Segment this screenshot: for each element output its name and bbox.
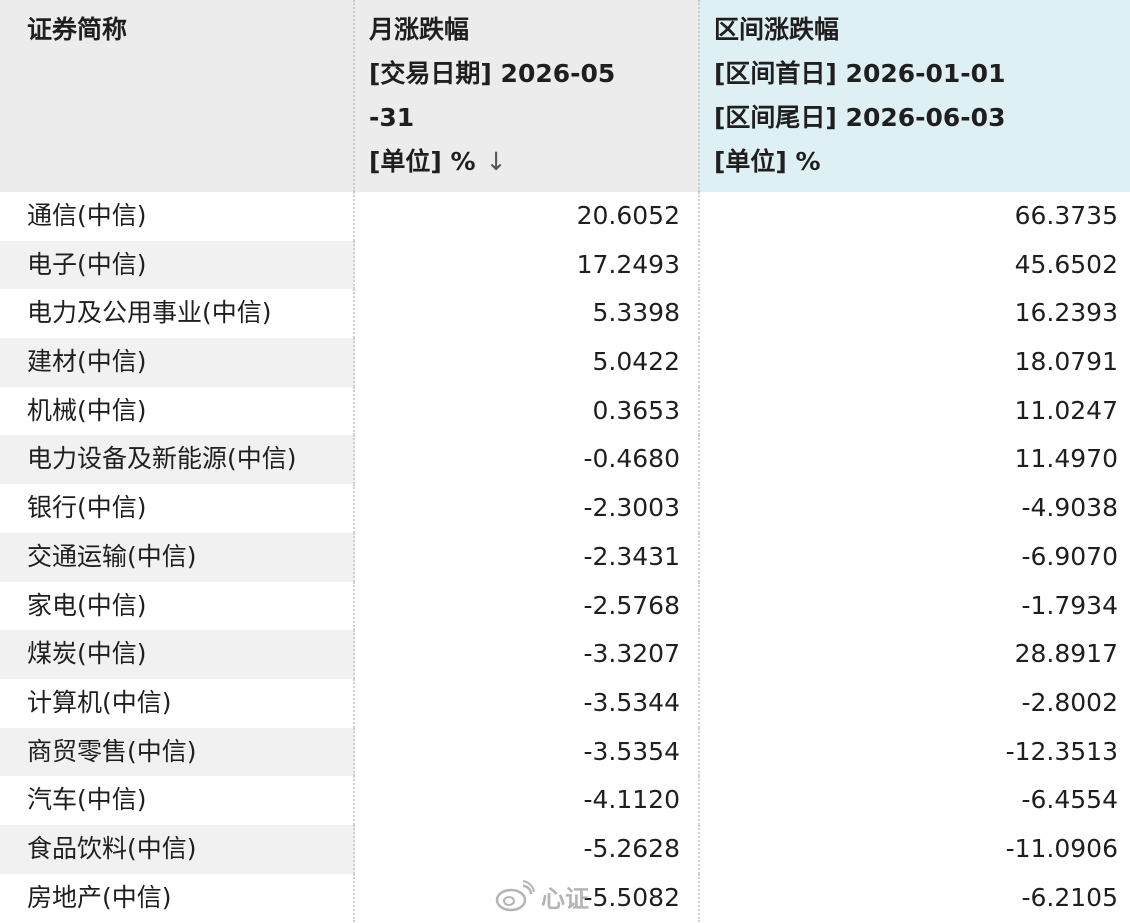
- row-name-cell: 房地产(中信): [0, 873, 355, 923]
- row-monthly-change-cell: 17.2493: [355, 240, 700, 290]
- header-range-title: 区间涨跌幅: [714, 15, 840, 44]
- header-monthly-title: 月涨跌幅: [369, 15, 470, 44]
- row-monthly-change-cell: -5.5082: [355, 873, 700, 923]
- row-name-cell: 机械(中信): [0, 386, 355, 436]
- row-name-cell: 电子(中信): [0, 240, 355, 290]
- row-range-change-cell: -2.8002: [1021, 687, 1119, 717]
- row-range-change-cell: -12.3513: [700, 727, 1130, 777]
- row-name-cell: 汽车(中信): [0, 776, 355, 825]
- row-name-cell: 煤炭(中信): [0, 630, 355, 679]
- table-row[interactable]: 汽车(中信) -4.1120 -6.4554: [0, 776, 1130, 825]
- table-row[interactable]: 煤炭(中信) -3.3207 28.8917: [0, 630, 1130, 679]
- row-monthly-change-cell: -3.5344: [355, 678, 700, 728]
- watermark: 心证: [495, 878, 589, 914]
- table-row[interactable]: 房地产(中信) -5.5082 -6.2105: [0, 873, 1130, 923]
- header-name-label: 证券简称: [27, 15, 128, 44]
- row-range-change-cell: -6.4554: [1021, 785, 1119, 815]
- row-name-cell: 家电(中信): [0, 581, 355, 631]
- row-name-cell: 银行(中信): [0, 484, 355, 533]
- row-range-change-cell: 66.3735: [1014, 201, 1118, 230]
- row-monthly-change-cell: 20.6052: [355, 192, 700, 241]
- row-monthly-change-cell: 5.3398: [355, 289, 700, 339]
- row-name-cell: 建材(中信): [0, 338, 355, 387]
- watermark-text: 心证: [541, 884, 589, 913]
- table-row[interactable]: 机械(中信) 0.3653 11.0247: [0, 386, 1130, 436]
- row-name-cell: 计算机(中信): [0, 678, 355, 728]
- header-monthly-unit: [单位] %: [369, 147, 476, 176]
- row-monthly-change-cell: -2.5768: [355, 581, 700, 631]
- table-row[interactable]: 商贸零售(中信) -3.5354 -12.3513: [0, 727, 1130, 777]
- table-row[interactable]: 计算机(中信) -3.5344 -2.8002: [0, 678, 1130, 728]
- row-name-cell: 交通运输(中信): [0, 532, 355, 582]
- row-range-change-cell: 11.4970: [700, 435, 1130, 485]
- row-monthly-change-cell: -3.5354: [355, 727, 700, 777]
- row-monthly-change-cell: -5.2628: [355, 824, 700, 874]
- row-range-change-cell: 16.2393: [1014, 298, 1118, 328]
- row-monthly-change-cell: 0.3653: [355, 386, 700, 436]
- row-name-cell: 食品饮料(中信): [0, 824, 355, 874]
- row-name-cell: 电力及公用事业(中信): [0, 289, 355, 339]
- header-monthly-date-cont: -31: [369, 103, 415, 132]
- header-monthly-unit-line: [单位] % ↓: [369, 140, 698, 184]
- row-range-change-cell: 28.8917: [700, 630, 1130, 679]
- row-range-change-cell: 45.6502: [700, 240, 1130, 290]
- table-body: 通信(中信) 20.6052 66.3735 电子(中信) 17.2493 45.6502…: [0, 192, 1130, 923]
- row-range-change-cell: -1.7934: [1021, 590, 1119, 620]
- row-range-change-cell: -6.2105: [1021, 882, 1119, 912]
- row-monthly-change-cell: -0.4680: [355, 435, 700, 485]
- row-range-change-cell: -4.9038: [1021, 493, 1119, 523]
- row-monthly-change-cell: -3.3207: [355, 630, 700, 679]
- row-monthly-change-cell: -2.3431: [355, 532, 700, 582]
- row-monthly-change-cell: -4.1120: [355, 776, 700, 825]
- row-range-change-cell: 18.0791: [700, 338, 1130, 387]
- table-row[interactable]: 银行(中信) -2.3003 -4.9038: [0, 484, 1130, 533]
- header-range-start: [区间首日] 2026-01-01: [714, 59, 1006, 88]
- table-row[interactable]: 通信(中信) 20.6052 66.3735: [0, 192, 1130, 241]
- table-row[interactable]: 食品饮料(中信) -5.2628 -11.0906: [0, 824, 1130, 874]
- header-range-unit: [单位] %: [714, 147, 821, 176]
- table-row[interactable]: 电力设备及新能源(中信) -0.4680 11.4970: [0, 435, 1130, 485]
- table-row[interactable]: 交通运输(中信) -2.3431 -6.9070: [0, 532, 1130, 582]
- row-range-change-cell: 11.0247: [1014, 395, 1118, 425]
- header-monthly-date: [交易日期] 2026-05: [369, 59, 616, 88]
- header-monthly-change[interactable]: 月涨跌幅 [交易日期] 2026-05 -31 [单位] % ↓: [355, 0, 700, 192]
- table-row[interactable]: 电力及公用事业(中信) 5.3398 16.2393: [0, 289, 1130, 339]
- table-row[interactable]: 家电(中信) -2.5768 -1.7934: [0, 581, 1130, 631]
- row-name-cell: 商贸零售(中信): [0, 727, 355, 777]
- row-name-cell: 电力设备及新能源(中信): [0, 435, 355, 485]
- weibo-logo-icon: [495, 880, 535, 912]
- row-monthly-change-cell: -2.3003: [355, 484, 700, 533]
- sort-descending-icon[interactable]: ↓: [485, 147, 507, 176]
- table-row[interactable]: 电子(中信) 17.2493 45.6502: [0, 240, 1130, 290]
- row-range-change-cell: -11.0906: [700, 824, 1130, 874]
- header-range-end: [区间尾日] 2026-06-03: [714, 103, 1006, 132]
- row-monthly-change-cell: 5.0422: [355, 338, 700, 387]
- row-name-cell: 通信(中信): [0, 192, 355, 241]
- table-header: 证券简称 月涨跌幅 [交易日期] 2026-05 -31 [单位] % ↓ 区间涨…: [0, 0, 1130, 192]
- header-range-change[interactable]: 区间涨跌幅 [区间首日] 2026-01-01 [区间尾日] 2026-06-0…: [700, 0, 1130, 192]
- header-name[interactable]: 证券简称: [0, 0, 355, 192]
- row-range-change-cell: -6.9070: [700, 532, 1130, 582]
- table-row[interactable]: 建材(中信) 5.0422 18.0791: [0, 338, 1130, 387]
